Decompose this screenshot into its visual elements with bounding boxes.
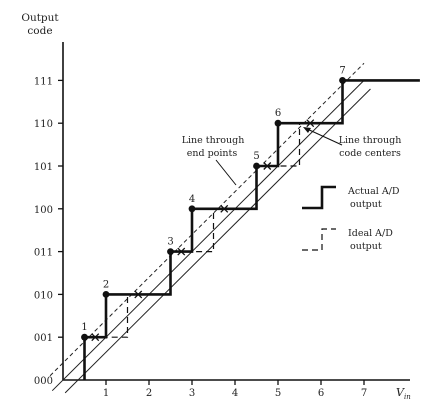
annotation-endpoints-line1: Line through: [182, 135, 245, 146]
x-tick-label-4: 4: [232, 388, 238, 399]
y-tick-label-111: 111: [34, 76, 53, 87]
reference-line-line-through-code-centers: [51, 80, 365, 392]
ideal-a-d-output-staircase: [83, 80, 344, 380]
legend-ideal-line1: Ideal A/D: [348, 228, 393, 239]
transition-point-label-1: 1: [81, 322, 87, 333]
reference-line-ideal-line: [64, 88, 371, 394]
y-tick-label-010: 010: [34, 290, 53, 301]
annotation-centers-line1: Line through: [339, 135, 402, 146]
legend-actual-swatch: [302, 185, 336, 210]
crossing-mark-3-b: [177, 247, 186, 256]
transition-point-label-6: 6: [275, 108, 281, 119]
annotation-centers-line2: code centers: [339, 148, 401, 159]
annotation-endpoints-leader: [215, 159, 237, 186]
legend-actual-line2: output: [350, 199, 382, 210]
transition-point-6: [274, 119, 282, 127]
transition-point-5: [253, 162, 260, 170]
transition-point-2: [102, 291, 110, 298]
transition-markers: 1 2 3 4 5 6 7: [81, 65, 346, 342]
crossing-mark-5-b: [263, 162, 272, 170]
x-tick-label-3: 3: [189, 388, 195, 399]
x-tick-label-6: 6: [318, 388, 324, 399]
crossing-mark-4-b: [220, 204, 229, 213]
transition-point-label-4: 4: [189, 194, 195, 205]
y-tick-label-101: 101: [34, 162, 53, 173]
x-axis-title-subscript: in: [404, 393, 411, 401]
x-axis-title: Vin: [396, 386, 411, 401]
y-tick-label-100: 100: [34, 205, 53, 216]
annotation-endpoints-line2: end points: [187, 148, 238, 159]
annotation-centers-arrowhead: [303, 127, 311, 133]
legend-ideal-swatch: [302, 228, 336, 251]
transition-point-label-3: 3: [167, 237, 173, 248]
crossing-mark-6-b: [306, 119, 315, 128]
x-tick-label-1: 1: [103, 388, 109, 399]
axis-ticks: 1 2 3 4 5 6 7 000 001 010 011 100 101 110 111: [34, 76, 367, 399]
transition-point-7: [339, 77, 346, 84]
y-axis-title-line2: code: [27, 25, 52, 37]
x-tick-label-5: 5: [275, 388, 281, 399]
annotation-centers-leader: [304, 127, 343, 146]
transition-point-3: [167, 248, 174, 256]
transition-point-label-5: 5: [253, 151, 259, 162]
y-tick-label-001: 001: [34, 333, 53, 344]
crossing-mark-2-b: [134, 290, 143, 299]
x-tick-label-2: 2: [146, 388, 152, 399]
transition-point-4: [188, 205, 196, 213]
y-axis-title-line1: Output: [21, 12, 59, 24]
transition-point-label-2: 2: [103, 279, 109, 290]
y-tick-label-000: 000: [34, 376, 53, 387]
crossing-mark-1-b: [91, 333, 100, 342]
x-axis-title-main: V: [396, 386, 405, 399]
transition-point-label-7: 7: [339, 65, 345, 76]
legend-actual-line1: Actual A/D: [347, 186, 400, 197]
x-tick-label-7: 7: [361, 388, 367, 399]
y-tick-label-011: 011: [34, 248, 53, 259]
legend-ideal-line2: output: [350, 241, 382, 252]
y-tick-label-110: 110: [34, 119, 53, 130]
reference-line-line-through-end-points: [49, 62, 365, 377]
transition-point-1: [81, 333, 88, 341]
reference-lines: [49, 62, 371, 394]
